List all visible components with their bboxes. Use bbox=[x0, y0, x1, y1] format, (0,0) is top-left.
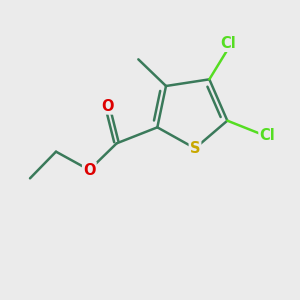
Text: S: S bbox=[190, 141, 200, 156]
Text: Cl: Cl bbox=[220, 36, 236, 51]
Text: O: O bbox=[101, 98, 114, 113]
Text: Cl: Cl bbox=[260, 128, 275, 142]
Text: O: O bbox=[83, 163, 96, 178]
